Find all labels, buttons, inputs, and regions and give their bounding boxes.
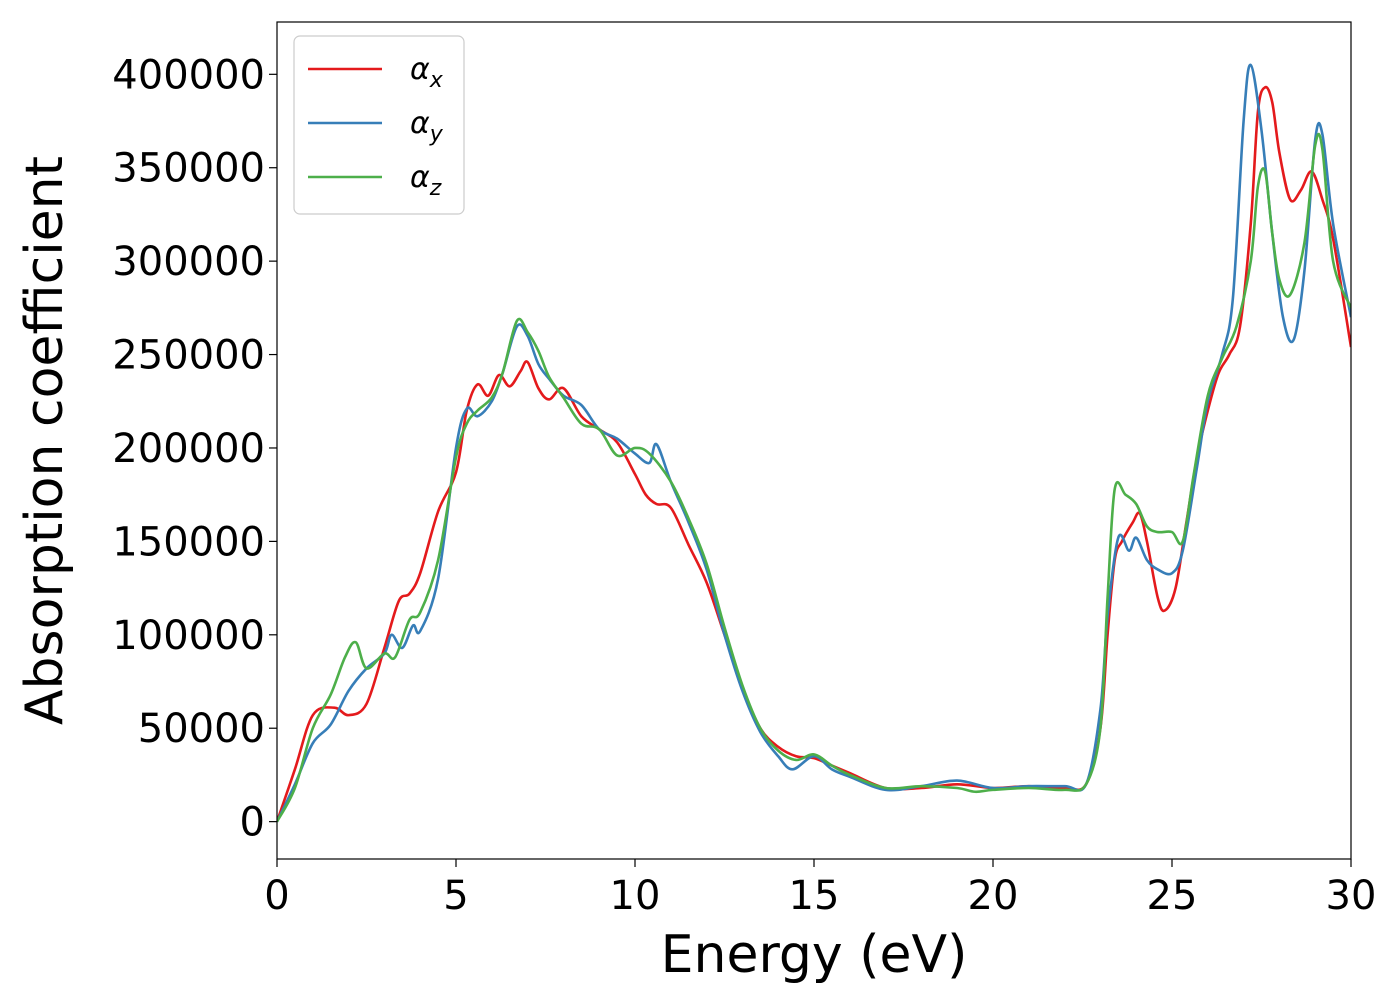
y-tick-label: 400000 [112,52,265,98]
y-axis-ticks: 0 50000 100000 150000 200000 250000 300000 3500… [112,52,277,846]
y-tick-label: 150000 [112,519,265,565]
x-tick-label: 20 [968,873,1019,919]
legend-label-z: αz [410,160,442,201]
y-tick-label: 350000 [112,146,265,192]
y-tick-label: 250000 [112,333,265,379]
x-tick-label: 0 [264,873,289,919]
series-line-z [277,132,1351,823]
y-tick-label: 0 [240,800,265,846]
x-axis-ticks: 0 5 10 15 20 25 30 [264,859,1376,919]
x-axis-label: Energy (eV) [661,925,968,985]
y-tick-label: 50000 [138,706,265,752]
x-tick-label: 25 [1147,873,1198,919]
x-tick-label: 10 [610,873,661,919]
x-tick-label: 30 [1326,873,1377,919]
y-tick-label: 300000 [112,239,265,285]
legend-label-x: αx [410,52,444,93]
y-axis-label: Absorption coefficient [15,156,75,725]
x-tick-label: 5 [443,873,468,919]
y-tick-label: 100000 [112,613,265,659]
y-tick-label: 200000 [112,426,265,472]
x-tick-label: 15 [789,873,840,919]
legend: αx αy αz [293,35,465,215]
legend-box [293,35,465,215]
legend-label-y: αy [410,106,444,147]
